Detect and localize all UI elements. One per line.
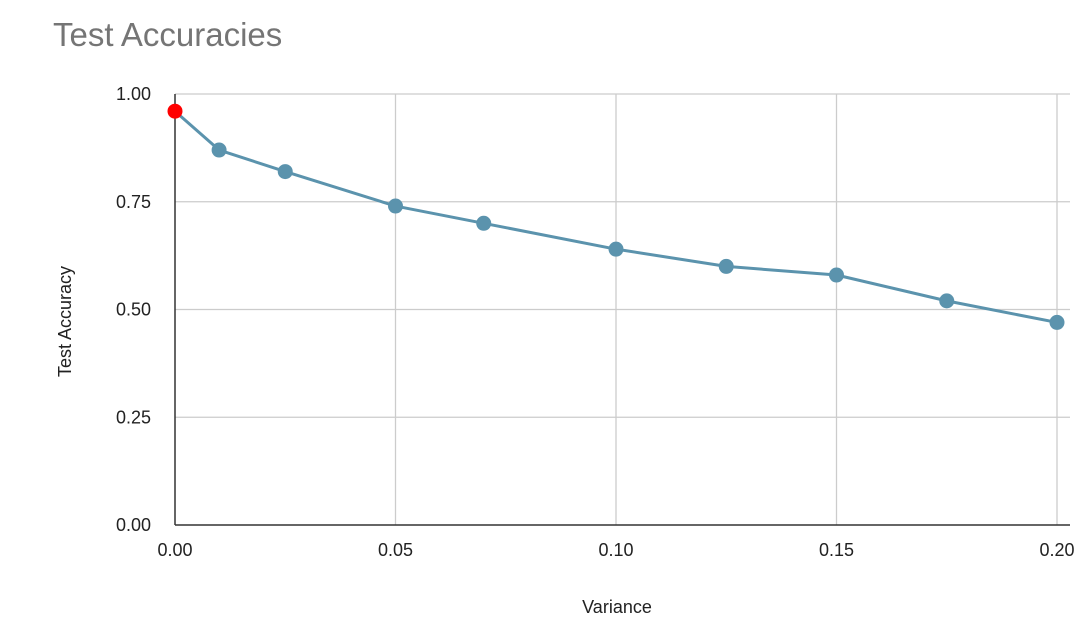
y-tick-label: 0.50 xyxy=(116,300,151,320)
data-point xyxy=(277,164,293,180)
y-axis-title: Test Accuracy xyxy=(55,266,75,377)
y-tick-label: 0.25 xyxy=(116,407,151,427)
data-point xyxy=(829,267,844,283)
data-point xyxy=(939,293,955,309)
data-point xyxy=(608,241,624,257)
y-tick-label: 1.00 xyxy=(116,84,151,104)
highlighted-data-point xyxy=(167,103,183,119)
y-tick-label: 0.00 xyxy=(116,515,151,535)
x-tick-label: 0.15 xyxy=(819,540,854,560)
series-line xyxy=(174,110,1058,324)
x-axis-title: Variance xyxy=(582,597,652,617)
x-tick-label: 0.20 xyxy=(1039,540,1074,560)
data-point xyxy=(476,215,492,231)
data-point xyxy=(718,258,734,274)
data-point xyxy=(1049,314,1065,330)
x-tick-label: 0.05 xyxy=(378,540,413,560)
x-tick-label: 0.00 xyxy=(157,540,192,560)
data-point xyxy=(211,142,227,158)
data-point xyxy=(388,198,403,214)
x-tick-label: 0.10 xyxy=(598,540,633,560)
chart-title: Test Accuracies xyxy=(53,16,283,53)
y-tick-label: 0.75 xyxy=(116,192,151,212)
